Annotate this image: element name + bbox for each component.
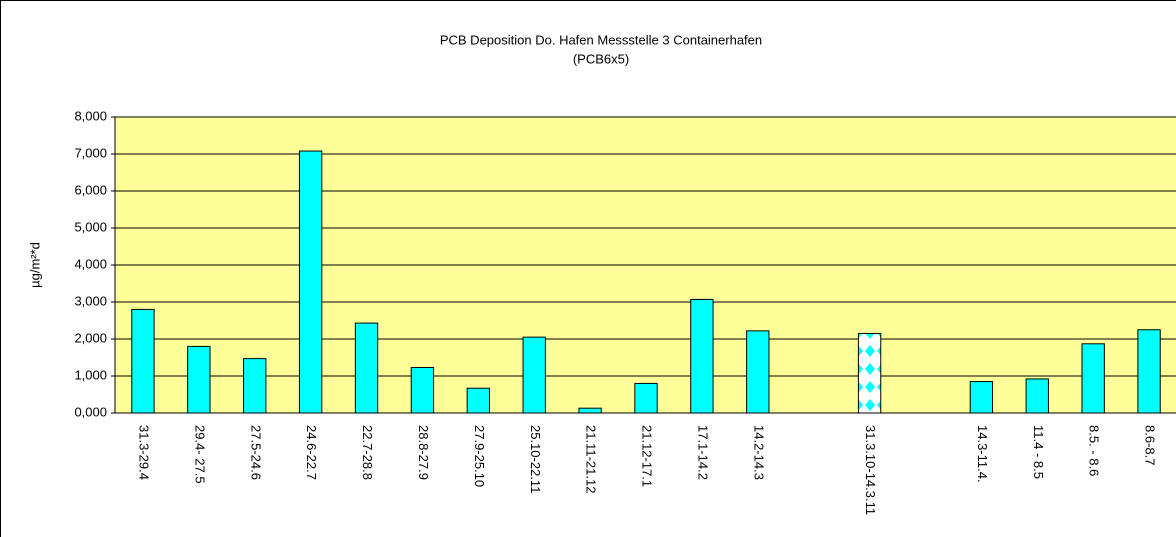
bar (1025, 378, 1049, 414)
bar (522, 336, 546, 414)
x-tick-label: 14.3-11.4. (975, 425, 990, 483)
bar (969, 381, 994, 414)
bar (578, 407, 602, 414)
x-tick-label: 22.7-28.8 (360, 425, 375, 480)
x-tick-label: 11.4 - 8.5 (1031, 425, 1046, 479)
bar (690, 298, 714, 414)
x-tick-label: 27.9-25.10 (472, 425, 487, 487)
bar (1081, 343, 1105, 414)
x-tick-label: 31.3-29.4 (137, 425, 152, 480)
x-tick-label: 31.3.10-14.3.11 (863, 425, 878, 515)
x-tick-label: 24.6-22.7 (304, 425, 319, 480)
x-tick-label: 28.8-27.9 (416, 425, 431, 480)
y-tick-label: 3,000 (74, 293, 107, 308)
bar (466, 387, 490, 414)
x-tick-label: 14.2-14.3 (751, 425, 766, 480)
x-tick-label: 21.11-21.12 (584, 425, 599, 493)
y-tick-label: 2,000 (74, 330, 107, 345)
bar (243, 358, 267, 414)
chart-title: PCB Deposition Do. Hafen Messstelle 3 Co… (440, 32, 762, 47)
bar (187, 345, 211, 414)
y-tick-label: 8,000 (74, 108, 107, 123)
y-tick-label: 4,000 (74, 256, 107, 271)
x-tick-label: 17.1-14.2 (695, 425, 710, 480)
x-tick-label: 25.10-22.11 (528, 425, 543, 493)
x-tick-label: 29.4- 27.5 (192, 425, 207, 484)
chart-subtitle: (PCB6x5) (573, 51, 629, 66)
x-tick-label: 21.12-17.1 (640, 425, 655, 487)
y-tick-label: 0,000 (74, 404, 107, 419)
x-tick-label: 27.5-24.6 (248, 425, 263, 480)
y-tick-label: 7,000 (74, 145, 107, 160)
bar (857, 332, 882, 414)
bar (298, 150, 323, 414)
bar (354, 322, 379, 414)
y-tick-label: 5,000 (74, 219, 107, 234)
bar (634, 382, 658, 414)
y-tick-label: 6,000 (74, 182, 107, 197)
x-tick-label: 8.6-8.7 (1143, 425, 1158, 465)
y-tick-label: 1,000 (74, 367, 107, 382)
bar (131, 308, 155, 414)
bar (1137, 329, 1161, 414)
bar (746, 330, 770, 414)
y-axis-label: µg/m²*d (27, 242, 42, 288)
bar (410, 366, 435, 414)
x-tick-label: 8.5. - 8.6 (1087, 425, 1102, 476)
